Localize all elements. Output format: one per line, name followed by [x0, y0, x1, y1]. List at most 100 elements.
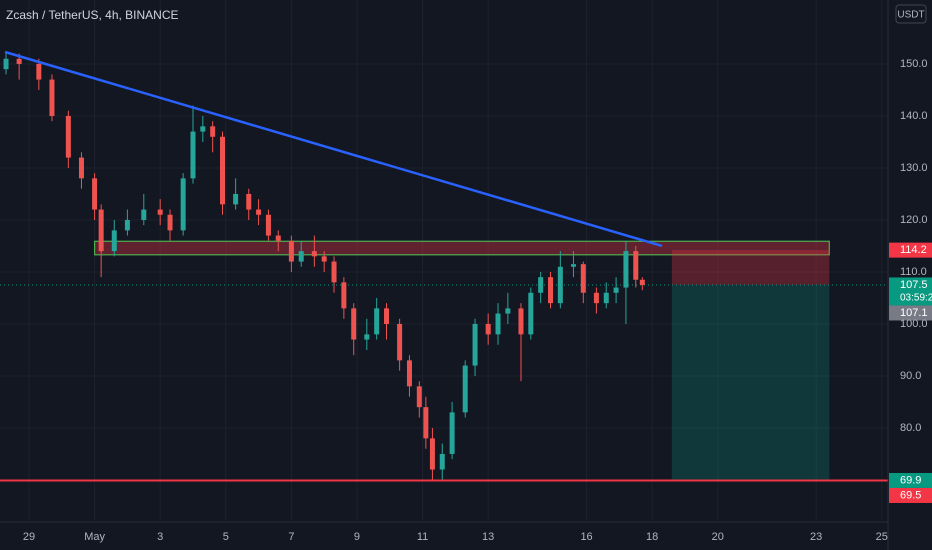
- x-tick-label: 3: [157, 531, 163, 543]
- trendline: [4, 50, 663, 248]
- candle-body: [275, 235, 281, 241]
- y-tick-label: 80.0: [900, 422, 921, 434]
- candle-body: [384, 308, 390, 324]
- candle-body: [190, 131, 196, 179]
- candle-body: [220, 136, 226, 205]
- y-tick-label: 90.0: [900, 370, 921, 382]
- candle-body: [78, 157, 84, 179]
- candle-body: [623, 251, 629, 288]
- candle-body: [16, 58, 22, 64]
- y-tick-label: 150.0: [900, 58, 928, 70]
- candle-body: [331, 261, 337, 283]
- candle-body: [449, 412, 455, 454]
- candle-body: [210, 126, 216, 137]
- price-label-box: [889, 277, 932, 306]
- candle-body: [518, 308, 524, 335]
- x-tick-label: 9: [354, 531, 360, 543]
- candle-body: [265, 214, 271, 236]
- candle-body: [65, 115, 71, 158]
- candle-body: [111, 230, 117, 252]
- candle-body: [98, 209, 104, 252]
- candle-body: [92, 178, 98, 210]
- price-label-box: [889, 242, 932, 258]
- countdown: 03:59:27: [900, 293, 932, 304]
- candle-body: [288, 240, 294, 262]
- price-label: 107.1: [900, 307, 928, 319]
- candle-body: [406, 360, 412, 387]
- target-area: [671, 284, 830, 481]
- candle-body: [351, 308, 357, 340]
- candle-body: [167, 214, 173, 231]
- x-tick-label: 5: [223, 531, 229, 543]
- chart-title: Zcash / TetherUS, 4h, BINANCE: [6, 8, 179, 22]
- price-labels: 114.2 107.5 03:59:27 107.1 69.9 69.5: [889, 242, 932, 503]
- candle-body: [374, 308, 380, 335]
- candle-body: [311, 251, 317, 257]
- grid: [0, 0, 888, 520]
- candle-body: [233, 193, 239, 205]
- candle-body: [200, 126, 206, 132]
- candle-body: [246, 193, 252, 210]
- candle-body: [495, 313, 501, 335]
- x-tick-label: May: [84, 531, 105, 543]
- price-label: 69.9: [900, 474, 921, 486]
- x-tick-label: 7: [288, 531, 294, 543]
- candle-body: [570, 264, 576, 267]
- y-tick-label: 140.0: [900, 110, 928, 122]
- candle-body: [528, 292, 534, 335]
- candle-body: [416, 386, 422, 408]
- candle-body: [341, 282, 347, 309]
- price-label-box: [889, 487, 932, 503]
- candle-body: [593, 292, 599, 304]
- candle-body: [423, 407, 429, 439]
- candle-body: [462, 365, 468, 413]
- candle-body: [397, 323, 403, 361]
- x-tick-label: 16: [580, 531, 592, 543]
- candle-body: [180, 178, 186, 231]
- unit-box: [895, 4, 927, 24]
- candle-body: [557, 266, 563, 304]
- candle-body: [547, 277, 553, 304]
- candle-body: [538, 277, 544, 293]
- y-tick-label: 110.0: [900, 266, 927, 278]
- candle-body: [298, 251, 304, 262]
- candle-body: [633, 251, 639, 280]
- x-tick-label: 25: [876, 531, 888, 543]
- candle-body: [639, 279, 645, 285]
- plot: [0, 50, 888, 482]
- candle-body: [472, 323, 478, 366]
- candle-body: [429, 438, 435, 470]
- candle-body: [603, 292, 609, 304]
- candle-body: [505, 308, 511, 314]
- candle-body: [364, 334, 370, 340]
- candle-body: [157, 209, 163, 215]
- x-tick-label: 23: [810, 531, 822, 543]
- y-tick-label: 120.0: [900, 214, 928, 226]
- price-label-box: [889, 472, 932, 488]
- price-label: 69.5: [900, 489, 921, 501]
- candle-body: [439, 453, 445, 470]
- y-tick-label: 100.0: [900, 318, 928, 330]
- price-label-box: [889, 305, 932, 321]
- candle-body: [580, 264, 586, 293]
- y-tick-label: 130.0: [900, 162, 928, 174]
- x-tick-label: 29: [23, 531, 35, 543]
- candle-body: [36, 63, 42, 80]
- price-label: 114.2: [900, 244, 927, 256]
- candle-body: [321, 256, 327, 262]
- candle-body: [49, 79, 55, 116]
- x-tick-label: 13: [482, 531, 494, 543]
- price-label: 107.5: [900, 279, 928, 291]
- candle-body: [3, 58, 9, 70]
- x-tick-label: 18: [646, 531, 658, 543]
- candle-body: [141, 209, 147, 220]
- candle-body: [485, 323, 491, 335]
- x-tick-label: 11: [417, 531, 428, 543]
- candle-body: [256, 209, 262, 215]
- candle-body: [124, 219, 130, 231]
- x-tick-label: 20: [712, 531, 724, 543]
- y-unit: USDT: [897, 10, 924, 21]
- candle-body: [613, 287, 619, 293]
